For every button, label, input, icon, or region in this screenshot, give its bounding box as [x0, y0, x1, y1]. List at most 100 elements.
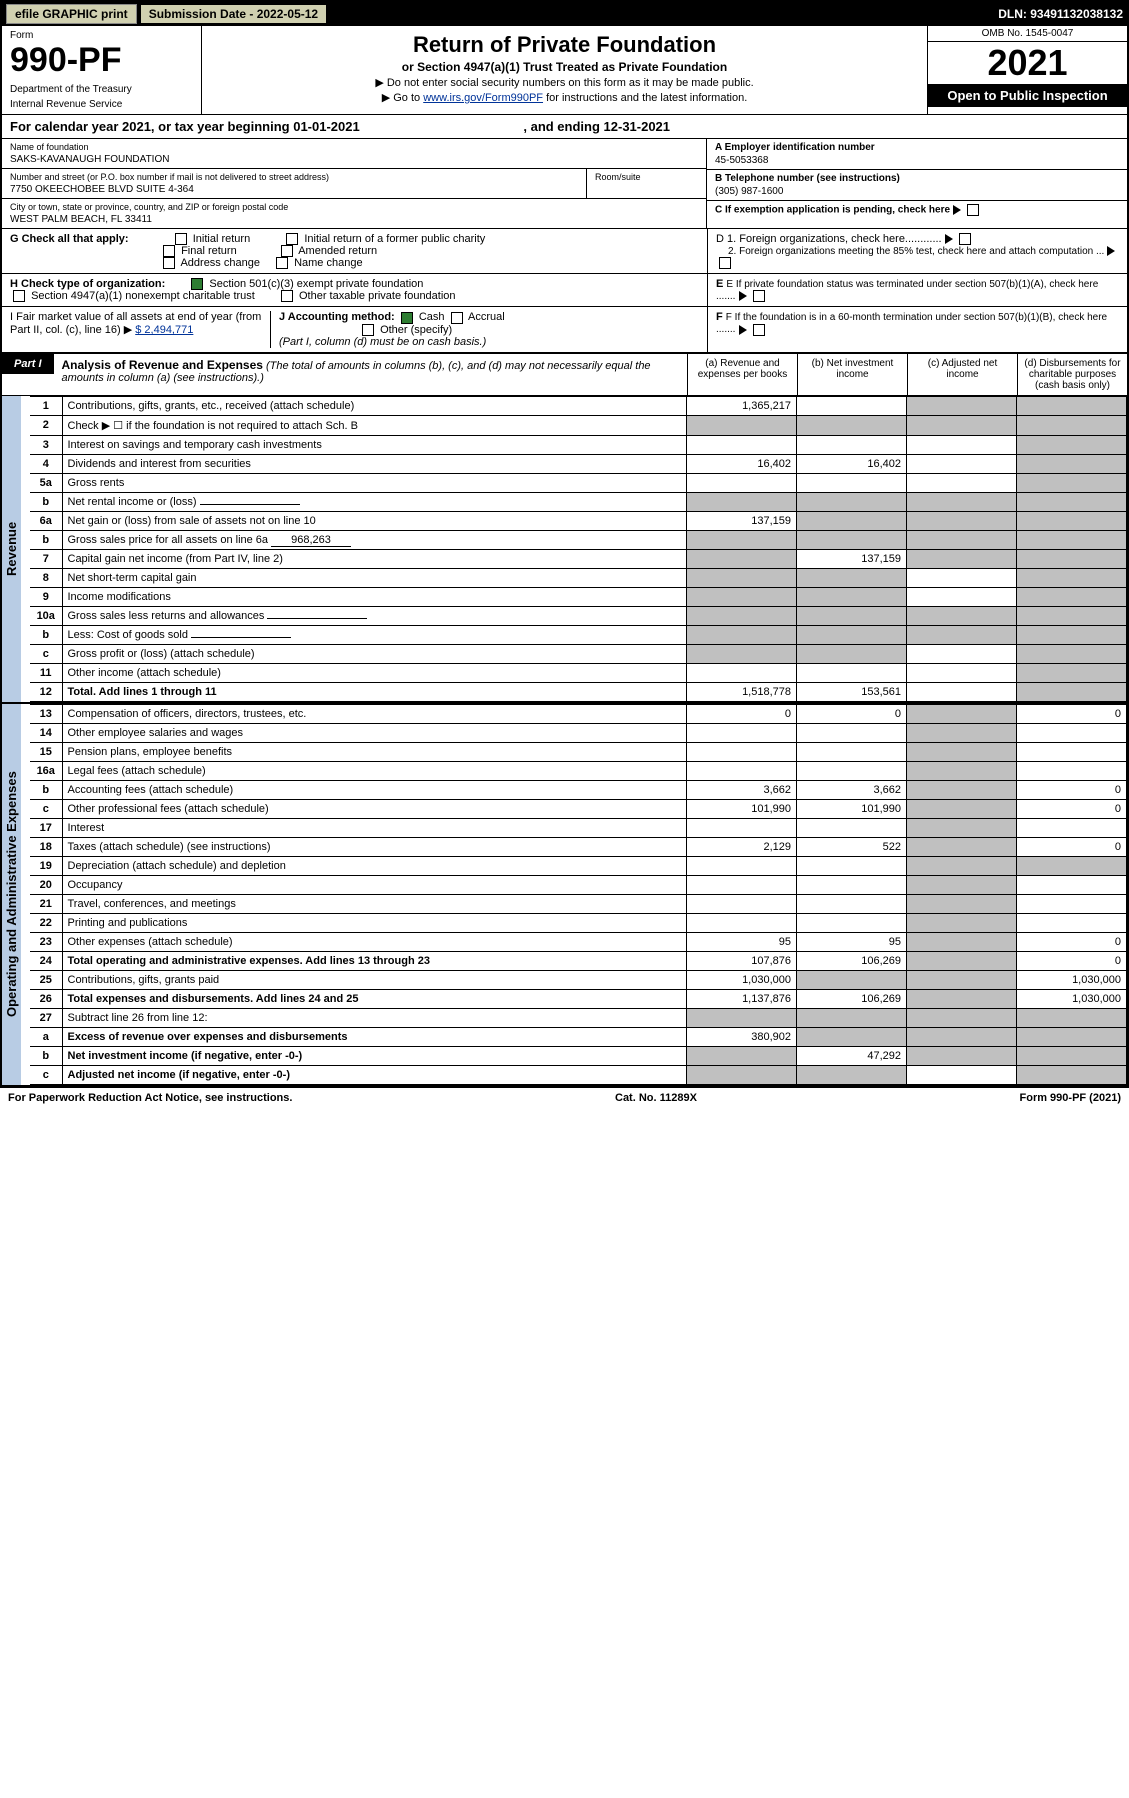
amount-cell — [797, 663, 907, 682]
c-checkbox[interactable] — [967, 204, 979, 216]
line-description: Income modifications — [62, 587, 687, 606]
line-description: Interest on savings and temporary cash i… — [62, 435, 687, 454]
table-row: 26Total expenses and disbursements. Add … — [30, 989, 1127, 1008]
initial-return-label: Initial return — [193, 233, 250, 245]
line-number: 19 — [30, 856, 62, 875]
irs-link[interactable]: www.irs.gov/Form990PF — [423, 92, 543, 104]
fmv-value[interactable]: $ 2,494,771 — [135, 324, 193, 336]
line-number: 4 — [30, 454, 62, 473]
amended-checkbox[interactable] — [281, 245, 293, 257]
amount-cell — [907, 799, 1017, 818]
c-label: C If exemption application is pending, c… — [715, 205, 950, 216]
amount-cell — [907, 989, 1017, 1008]
line-description: Total. Add lines 1 through 11 — [62, 682, 687, 701]
line-description: Total operating and administrative expen… — [62, 951, 687, 970]
foundation-name: SAKS-KAVANAUGH FOUNDATION — [10, 154, 698, 165]
line-number: 27 — [30, 1008, 62, 1027]
instr-goto: ▶ Go to — [382, 92, 423, 104]
phone: (305) 987-1600 — [715, 186, 1119, 197]
table-row: 3Interest on savings and temporary cash … — [30, 435, 1127, 454]
line-description: Other income (attach schedule) — [62, 663, 687, 682]
amount-cell — [797, 435, 907, 454]
line-number: b — [30, 492, 62, 511]
amount-cell — [907, 780, 1017, 799]
amount-cell: 95 — [687, 932, 797, 951]
amount-cell — [907, 913, 1017, 932]
addr-change-checkbox[interactable] — [163, 257, 175, 269]
paperwork-notice: For Paperwork Reduction Act Notice, see … — [8, 1092, 292, 1104]
efile-print-button[interactable]: efile GRAPHIC print — [6, 4, 137, 24]
line-description: Contributions, gifts, grants, etc., rece… — [62, 396, 687, 415]
table-row: 10aGross sales less returns and allowanc… — [30, 606, 1127, 625]
amount-cell — [907, 625, 1017, 644]
table-row: 12Total. Add lines 1 through 111,518,778… — [30, 682, 1127, 701]
final-return-checkbox[interactable] — [163, 245, 175, 257]
amount-cell — [687, 492, 797, 511]
table-row: 14Other employee salaries and wages — [30, 723, 1127, 742]
amount-cell — [907, 761, 1017, 780]
amended-label: Amended return — [298, 245, 377, 257]
d1-checkbox[interactable] — [959, 233, 971, 245]
name-change-checkbox[interactable] — [276, 257, 288, 269]
amount-cell — [687, 894, 797, 913]
table-row: bLess: Cost of goods sold — [30, 625, 1127, 644]
amount-cell — [797, 415, 907, 435]
amount-cell: 522 — [797, 837, 907, 856]
initial-return-checkbox[interactable] — [175, 233, 187, 245]
f-checkbox[interactable] — [753, 324, 765, 336]
line-number: 9 — [30, 587, 62, 606]
amount-cell — [797, 1008, 907, 1027]
line-description: Other expenses (attach schedule) — [62, 932, 687, 951]
g-label: G Check all that apply: — [10, 233, 129, 245]
amount-cell: 3,662 — [687, 780, 797, 799]
amount-cell — [1017, 1027, 1127, 1046]
table-row: 17Interest — [30, 818, 1127, 837]
amount-cell: 1,137,876 — [687, 989, 797, 1008]
line-description: Net short-term capital gain — [62, 568, 687, 587]
amount-cell: 2,129 — [687, 837, 797, 856]
cash-checkbox[interactable] — [401, 312, 413, 324]
instr-suffix: for instructions and the latest informat… — [543, 92, 747, 104]
amount-cell — [687, 606, 797, 625]
line-description: Gross profit or (loss) (attach schedule) — [62, 644, 687, 663]
revenue-side-label: Revenue — [2, 396, 21, 702]
table-row: aExcess of revenue over expenses and dis… — [30, 1027, 1127, 1046]
amount-cell — [907, 415, 1017, 435]
initial-former-checkbox[interactable] — [286, 233, 298, 245]
501c3-checkbox[interactable] — [191, 278, 203, 290]
initial-former-label: Initial return of a former public charit… — [304, 233, 485, 245]
cash-label: Cash — [419, 311, 445, 323]
amount-cell: 1,030,000 — [1017, 970, 1127, 989]
amount-cell — [907, 606, 1017, 625]
amount-cell — [797, 1065, 907, 1084]
accrual-checkbox[interactable] — [451, 312, 463, 324]
line-number: c — [30, 1065, 62, 1084]
amount-cell — [687, 530, 797, 549]
name-change-label: Name change — [294, 257, 363, 269]
amount-cell — [797, 913, 907, 932]
e-checkbox[interactable] — [753, 290, 765, 302]
amount-cell: 95 — [797, 932, 907, 951]
line-number: 22 — [30, 913, 62, 932]
line-number: 6a — [30, 511, 62, 530]
amount-cell — [797, 894, 907, 913]
line-number: 12 — [30, 682, 62, 701]
other-method-checkbox[interactable] — [362, 324, 374, 336]
dln: DLN: 93491132038132 — [998, 7, 1123, 21]
form-ref: Form 990-PF (2021) — [1020, 1092, 1121, 1104]
ein: 45-5053368 — [715, 155, 1119, 166]
arrow-icon — [739, 325, 747, 335]
other-taxable-checkbox[interactable] — [281, 290, 293, 302]
amount-cell — [1017, 587, 1127, 606]
amount-cell — [687, 761, 797, 780]
final-return-label: Final return — [181, 245, 237, 257]
amount-cell — [687, 587, 797, 606]
form-header: Form 990-PF Department of the Treasury I… — [2, 26, 1127, 115]
line-description: Pension plans, employee benefits — [62, 742, 687, 761]
part1-label: Part I — [2, 354, 54, 374]
d2-checkbox[interactable] — [719, 257, 731, 269]
line-description: Gross rents — [62, 473, 687, 492]
line-number: 20 — [30, 875, 62, 894]
4947-checkbox[interactable] — [13, 290, 25, 302]
amount-cell — [797, 492, 907, 511]
